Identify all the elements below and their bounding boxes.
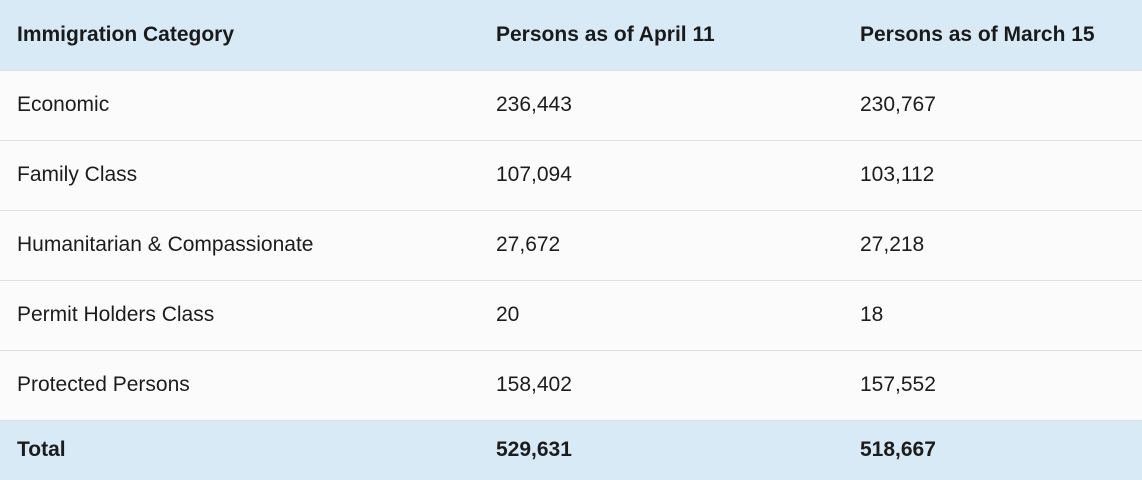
april-value-cell: 27,672 <box>479 210 843 281</box>
category-cell: Protected Persons <box>0 350 479 421</box>
march-value-cell: 18 <box>843 280 1142 351</box>
table-row: Family Class 107,094 103,112 <box>0 140 1142 211</box>
april-value-cell: 236,443 <box>479 70 843 141</box>
march-value-cell: 230,767 <box>843 70 1142 141</box>
category-cell: Economic <box>0 70 479 141</box>
category-cell: Permit Holders Class <box>0 280 479 351</box>
table-row: Humanitarian & Compassionate 27,672 27,2… <box>0 210 1142 281</box>
april-value-cell: 20 <box>479 280 843 351</box>
march-value-cell: 103,112 <box>843 140 1142 211</box>
table-row: Economic 236,443 230,767 <box>0 70 1142 141</box>
total-april-value: 529,631 <box>496 438 572 462</box>
category-cell: Humanitarian & Compassionate <box>0 210 479 281</box>
april-value-cell: 158,402 <box>479 350 843 421</box>
header-persons-march-15: Persons as of March 15 <box>843 0 1142 71</box>
total-march-value: 518,667 <box>860 438 936 462</box>
header-immigration-category: Immigration Category <box>0 0 479 71</box>
total-label: Total <box>17 438 66 462</box>
category-cell: Family Class <box>0 140 479 211</box>
header-persons-april-11: Persons as of April 11 <box>479 0 843 71</box>
table-row: Permit Holders Class 20 18 <box>0 280 1142 351</box>
total-row: Total 529,631 518,667 <box>0 420 1142 480</box>
table-row: Protected Persons 158,402 157,552 <box>0 350 1142 421</box>
table-header-row: Immigration Category Persons as of April… <box>0 0 1142 71</box>
march-value-cell: 157,552 <box>843 350 1142 421</box>
april-value-cell: 107,094 <box>479 140 843 211</box>
march-value-cell: 27,218 <box>843 210 1142 281</box>
